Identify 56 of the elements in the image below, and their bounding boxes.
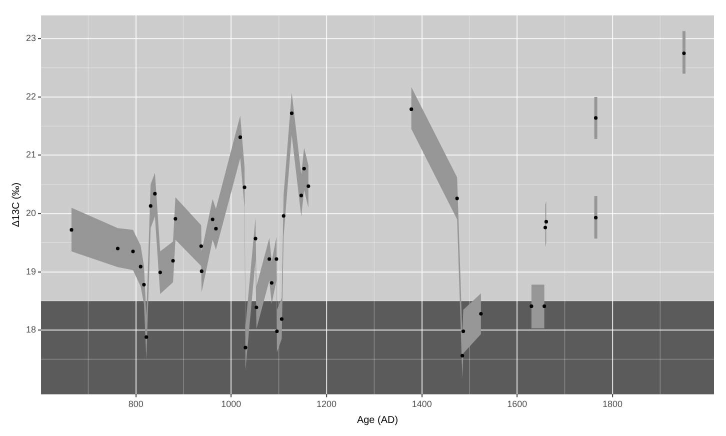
x-tick-label: 1200 bbox=[316, 399, 337, 410]
point bbox=[542, 304, 546, 308]
point bbox=[530, 304, 534, 308]
point bbox=[148, 204, 152, 208]
x-axis-title: Age (AD) bbox=[356, 414, 398, 426]
x-tick-label: 1000 bbox=[221, 399, 242, 410]
y-tick-label: 22 bbox=[26, 91, 36, 102]
point bbox=[153, 192, 157, 196]
point bbox=[455, 196, 459, 200]
point bbox=[274, 257, 278, 261]
y-tick-label: 18 bbox=[26, 324, 36, 335]
point bbox=[144, 335, 148, 339]
y-tick-label: 19 bbox=[26, 266, 36, 276]
point bbox=[479, 312, 483, 316]
point bbox=[299, 194, 304, 198]
point bbox=[270, 281, 274, 285]
point bbox=[275, 329, 279, 334]
point bbox=[171, 258, 175, 263]
point bbox=[244, 346, 248, 350]
point bbox=[306, 184, 310, 188]
point bbox=[280, 317, 284, 321]
point bbox=[116, 246, 120, 250]
point bbox=[461, 329, 466, 334]
point bbox=[544, 220, 548, 224]
point bbox=[302, 166, 306, 170]
point bbox=[174, 216, 178, 221]
x-tick-label: 800 bbox=[128, 399, 144, 410]
point bbox=[242, 186, 246, 190]
point bbox=[282, 214, 286, 218]
point bbox=[210, 218, 214, 222]
point bbox=[200, 269, 204, 274]
point bbox=[594, 216, 598, 220]
point bbox=[254, 306, 258, 310]
point bbox=[543, 226, 548, 230]
point bbox=[138, 264, 142, 268]
y-axis-title: Δ13C (‰) bbox=[10, 182, 22, 228]
point bbox=[131, 250, 135, 254]
x-tick-label: 1400 bbox=[412, 399, 432, 410]
point bbox=[238, 135, 242, 139]
point bbox=[460, 354, 464, 358]
point bbox=[158, 270, 162, 274]
point bbox=[70, 228, 74, 232]
y-tick-label: 23 bbox=[26, 33, 36, 44]
point bbox=[290, 112, 294, 116]
point bbox=[214, 226, 218, 230]
point bbox=[682, 51, 686, 56]
y-tick-label: 20 bbox=[26, 208, 36, 218]
point bbox=[142, 282, 146, 286]
point bbox=[594, 116, 598, 120]
point bbox=[268, 257, 272, 261]
y-tick-label: 21 bbox=[26, 150, 36, 160]
point bbox=[410, 107, 414, 112]
x-tick-label: 1600 bbox=[507, 399, 528, 410]
x-tick-label: 1800 bbox=[602, 399, 622, 410]
point bbox=[254, 236, 258, 240]
point bbox=[199, 244, 203, 248]
